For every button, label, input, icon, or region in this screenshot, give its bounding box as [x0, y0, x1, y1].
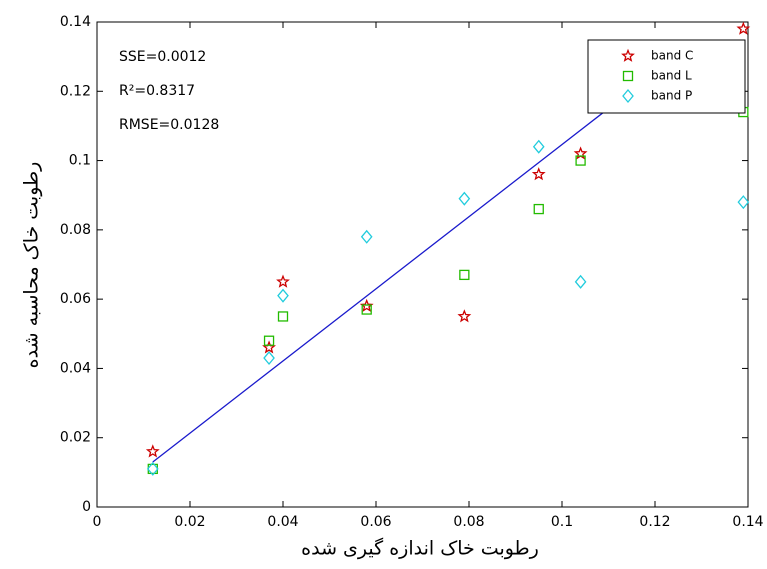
point — [277, 288, 289, 303]
point — [736, 21, 751, 35]
legend — [587, 39, 746, 114]
x-axis-label: رطوبت خاک اندازه گیری شده — [301, 537, 539, 560]
fit-line — [152, 111, 605, 463]
annotation: RMSE=0.0128 — [119, 117, 219, 133]
y-tick-label: 0 — [82, 499, 91, 515]
point — [574, 274, 587, 289]
point — [146, 461, 159, 476]
point — [277, 311, 289, 322]
annotation: R²=0.8317 — [119, 83, 195, 99]
x-tick-label: 0.14 — [732, 514, 763, 530]
point — [263, 335, 275, 346]
y-tick-label: 0.02 — [60, 430, 91, 446]
point — [737, 195, 750, 210]
annotation: SSE=0.0012 — [119, 49, 206, 65]
legend-label: band L — [651, 69, 692, 83]
point — [458, 191, 471, 206]
y-tick-label: 0.08 — [60, 222, 91, 238]
x-tick-label: 0.02 — [174, 514, 205, 530]
point — [145, 444, 160, 458]
point — [533, 203, 544, 215]
point — [263, 351, 275, 366]
legend-marker — [621, 48, 635, 62]
y-tick-label: 0.04 — [60, 360, 91, 376]
legend-marker — [622, 88, 634, 104]
y-axis-label: رطوبت خاک محاسبه شده — [21, 162, 43, 369]
y-tick-label: 0.06 — [60, 291, 91, 307]
legend-marker — [622, 70, 634, 82]
x-tick-label: 0.1 — [551, 514, 573, 530]
x-tick-label: 0.06 — [360, 514, 391, 530]
legend-label: band P — [651, 89, 692, 103]
point — [531, 167, 546, 181]
point — [361, 304, 372, 315]
point — [360, 229, 373, 244]
x-tick-label: 0.12 — [639, 514, 670, 530]
point — [457, 309, 472, 323]
x-tick-label: 0 — [93, 514, 102, 530]
point — [459, 269, 470, 281]
y-tick-label: 0.12 — [60, 83, 91, 99]
legend-label: band C — [651, 49, 693, 63]
point — [532, 139, 545, 154]
x-tick-label: 0.08 — [453, 514, 484, 530]
point — [575, 155, 586, 166]
point — [276, 274, 290, 288]
y-tick-label: 0.14 — [60, 14, 91, 30]
point — [359, 298, 374, 312]
x-tick-label: 0.04 — [267, 514, 298, 530]
y-tick-label: 0.1 — [69, 153, 91, 169]
